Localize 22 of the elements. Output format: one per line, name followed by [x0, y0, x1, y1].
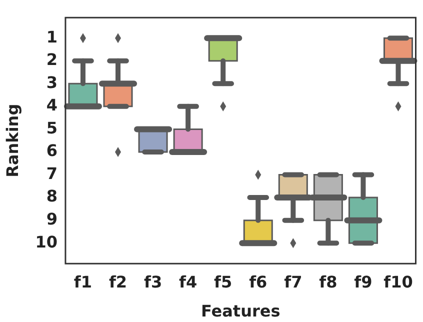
- x-tick-label: f1: [74, 272, 92, 292]
- y-tick-label: 10: [35, 232, 58, 252]
- x-tick-label: f4: [179, 272, 198, 292]
- y-tick-label: 8: [46, 186, 58, 206]
- x-tick-label: f5: [214, 272, 232, 292]
- y-tick-label: 3: [46, 72, 58, 92]
- y-tick-label: 7: [46, 164, 58, 183]
- y-axis-title: Ranking: [2, 104, 22, 178]
- x-tick-label: f6: [249, 272, 268, 292]
- x-tick-label: f7: [284, 272, 302, 292]
- y-tick-label: 6: [46, 141, 58, 160]
- x-tick-label: f3: [144, 272, 162, 292]
- x-tick-label: f9: [354, 272, 372, 292]
- x-tick-label: f10: [384, 272, 413, 292]
- y-tick-label: 1: [46, 27, 58, 46]
- y-tick-label: 9: [46, 209, 58, 228]
- x-tick-label: f8: [319, 272, 338, 292]
- x-axis-title: Features: [200, 302, 280, 321]
- y-tick-label: 4: [46, 96, 58, 115]
- y-tick-label: 5: [46, 118, 58, 138]
- x-tick-label: f2: [108, 272, 128, 292]
- y-tick-label: 2: [46, 50, 58, 70]
